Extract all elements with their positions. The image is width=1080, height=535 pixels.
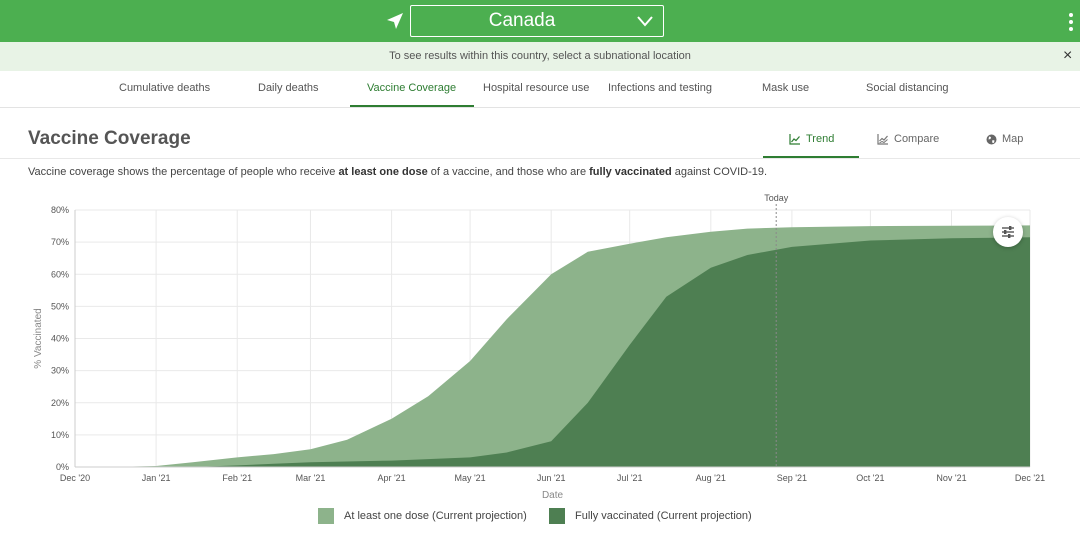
tab-infections-and-testing[interactable]: Infections and testing — [608, 82, 712, 94]
description-text-1: Vaccine coverage shows the percentage of… — [28, 166, 339, 178]
legend-swatch — [318, 508, 334, 524]
area-fully-vaccinated — [75, 237, 1030, 467]
y-tick-label: 80% — [51, 205, 69, 215]
x-tick-label: Dec '20 — [60, 473, 90, 483]
tab-daily-deaths[interactable]: Daily deaths — [258, 82, 319, 94]
view-tab-trend-label: Trend — [806, 133, 835, 145]
legend-item-fully-vaccinated[interactable]: Fully vaccinated (Current projection) — [549, 508, 752, 524]
description-text-2: of a vaccine, and those who are — [427, 166, 590, 178]
x-axis-title: Date — [542, 490, 564, 501]
legend-label: At least one dose (Current projection) — [344, 510, 527, 522]
tab-cumulative-deaths[interactable]: Cumulative deaths — [119, 82, 211, 94]
legend-item-at-least-one-dose[interactable]: At least one dose (Current projection) — [318, 508, 527, 524]
x-tick-label: Jan '21 — [142, 473, 171, 483]
view-tab-map-label: Map — [1002, 133, 1024, 145]
view-tab-trend[interactable]: Trend — [789, 133, 834, 145]
navigation-arrow-icon[interactable] — [385, 11, 405, 31]
chart-filter-button[interactable] — [993, 217, 1023, 247]
y-tick-label: 60% — [51, 269, 69, 279]
x-tick-label: Jul '21 — [617, 473, 643, 483]
sliders-icon — [1002, 226, 1014, 238]
country-select[interactable]: Canada — [410, 5, 664, 37]
chart-description: Vaccine coverage shows the percentage of… — [28, 166, 767, 178]
today-marker-label: Today — [764, 193, 789, 203]
x-tick-label: Oct '21 — [856, 473, 884, 483]
tab-hospital-resource-use[interactable]: Hospital resource use — [483, 82, 590, 94]
globe-icon — [986, 134, 997, 144]
x-tick-label: May '21 — [454, 473, 485, 483]
country-select-value: Canada — [488, 10, 556, 31]
x-tick-label: Sep '21 — [777, 473, 807, 483]
view-tab-compare[interactable]: Compare — [877, 133, 939, 145]
subnational-notice: To see results within this country, sele… — [0, 42, 1080, 71]
kebab-menu-icon[interactable] — [1063, 11, 1079, 33]
y-tick-label: 20% — [51, 398, 69, 408]
description-text-3: against COVID-19. — [671, 166, 768, 178]
x-tick-label: Nov '21 — [936, 473, 966, 483]
y-tick-label: 70% — [51, 237, 69, 247]
legend-label: Fully vaccinated (Current projection) — [575, 510, 752, 522]
tab-vaccine-coverage[interactable]: Vaccine Coverage — [367, 82, 457, 94]
y-tick-label: 10% — [51, 430, 69, 440]
chevron-down-icon — [637, 16, 653, 27]
chart-legend: At least one dose (Current projection) F… — [0, 508, 1080, 524]
tab-social-distancing[interactable]: Social distancing — [866, 82, 949, 94]
x-tick-label: Aug '21 — [696, 473, 726, 483]
notice-text: To see results within this country, sele… — [389, 50, 691, 62]
top-bar: Canada — [0, 0, 1080, 42]
view-tab-map[interactable]: Map — [986, 133, 1023, 145]
active-tab-indicator — [350, 105, 474, 107]
y-tick-label: 30% — [51, 366, 69, 376]
compare-chart-icon — [877, 133, 888, 145]
description-bold-2: fully vaccinated — [589, 166, 672, 178]
active-view-indicator — [763, 156, 859, 158]
x-tick-label: Feb '21 — [222, 473, 252, 483]
description-bold-1: at least one dose — [338, 166, 428, 178]
legend-swatch — [549, 508, 565, 524]
line-chart-icon — [789, 133, 800, 145]
y-tick-label: 50% — [51, 301, 69, 311]
topic-tabs: Cumulative deaths Daily deaths Vaccine C… — [0, 71, 1080, 108]
view-tab-compare-label: Compare — [894, 133, 940, 145]
tab-mask-use[interactable]: Mask use — [762, 82, 810, 94]
section-divider — [0, 158, 1080, 159]
vaccine-coverage-chart: 0% 10% 20% 30% 40% 50% 60% 70% 80% Dec '20 Jan '21… — [33, 193, 1045, 501]
x-tick-label: Jun '21 — [537, 473, 566, 483]
x-tick-label: Mar '21 — [296, 473, 326, 483]
x-tick-label: Dec '21 — [1015, 473, 1045, 483]
y-tick-label: 0% — [56, 462, 69, 472]
y-axis-title: % Vaccinated — [33, 308, 44, 368]
y-tick-label: 40% — [51, 334, 69, 344]
x-tick-label: Apr '21 — [377, 473, 405, 483]
close-icon[interactable]: × — [1063, 47, 1073, 64]
section-title: Vaccine Coverage — [28, 128, 191, 149]
